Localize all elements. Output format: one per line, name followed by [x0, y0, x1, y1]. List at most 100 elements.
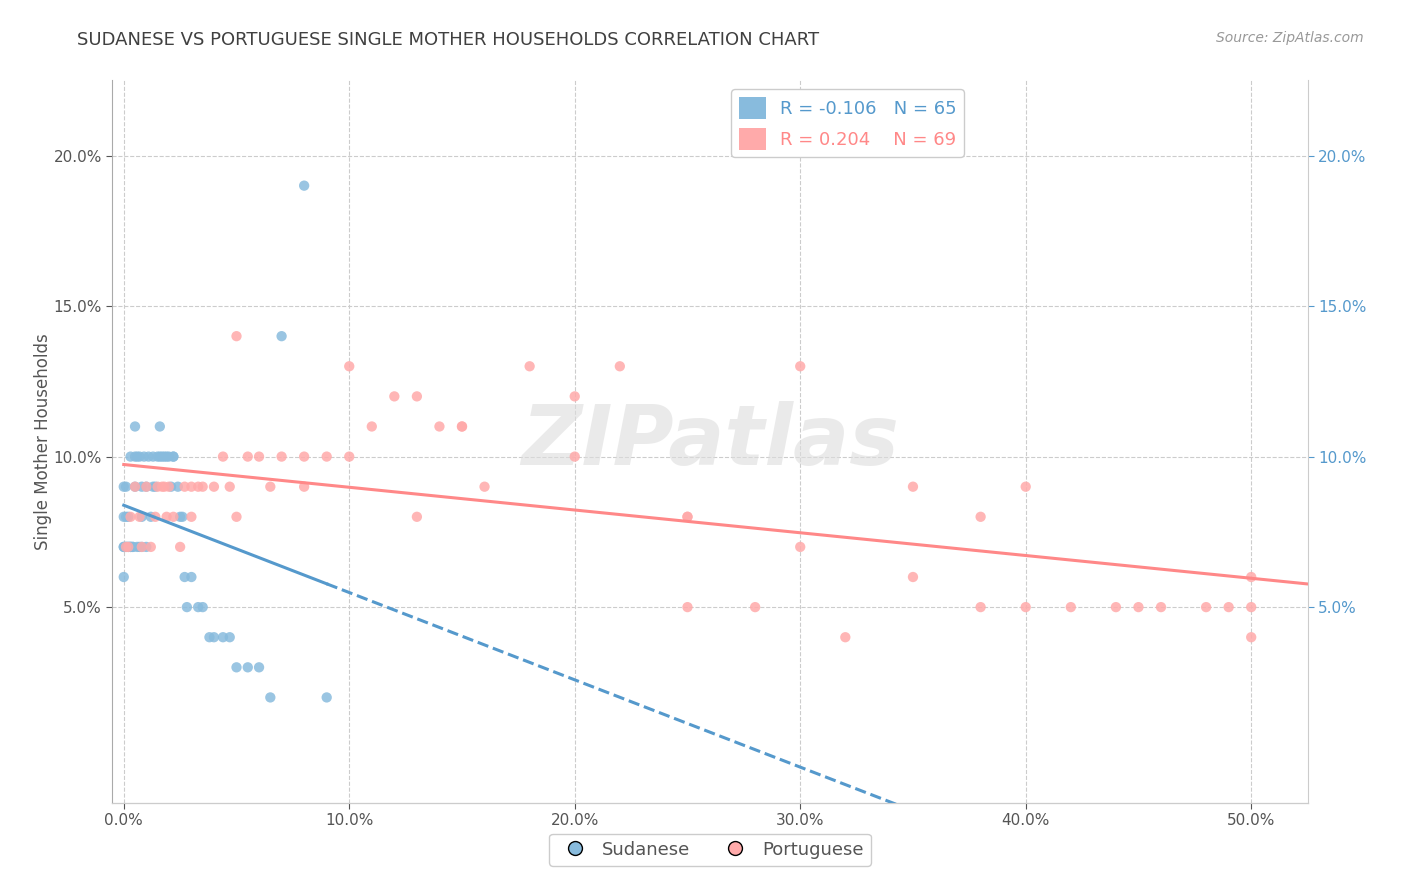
Point — [969, 509, 991, 524]
Point — [225, 329, 247, 343]
Point — [259, 690, 281, 705]
Point — [609, 359, 631, 374]
Point — [212, 450, 235, 464]
Point — [157, 450, 180, 464]
Point — [117, 540, 139, 554]
Point — [121, 540, 143, 554]
Point — [131, 480, 153, 494]
Point — [1015, 600, 1038, 615]
Legend: Sudanese, Portuguese: Sudanese, Portuguese — [550, 834, 870, 866]
Point — [187, 600, 209, 615]
Y-axis label: Single Mother Households: Single Mother Households — [34, 334, 52, 549]
Point — [131, 540, 153, 554]
Point — [112, 540, 135, 554]
Point — [451, 419, 474, 434]
Point — [315, 690, 337, 705]
Point — [127, 540, 149, 554]
Point — [1218, 600, 1240, 615]
Point — [132, 450, 155, 464]
Point — [112, 540, 135, 554]
Point — [138, 450, 160, 464]
Point — [191, 480, 214, 494]
Point — [149, 419, 172, 434]
Point — [128, 509, 150, 524]
Point — [901, 570, 924, 584]
Point — [112, 570, 135, 584]
Point — [451, 419, 474, 434]
Point — [292, 480, 315, 494]
Point — [292, 178, 315, 193]
Point — [128, 450, 150, 464]
Point — [202, 480, 225, 494]
Point — [157, 480, 180, 494]
Point — [124, 419, 146, 434]
Point — [1015, 480, 1038, 494]
Point — [173, 570, 195, 584]
Point — [120, 540, 142, 554]
Point — [142, 480, 165, 494]
Point — [744, 600, 766, 615]
Point — [1240, 630, 1263, 644]
Point — [162, 450, 184, 464]
Point — [212, 630, 235, 644]
Point — [124, 480, 146, 494]
Point — [142, 450, 165, 464]
Point — [218, 630, 240, 644]
Point — [382, 389, 405, 403]
Point — [131, 540, 153, 554]
Point — [124, 450, 146, 464]
Point — [127, 450, 149, 464]
Point — [901, 480, 924, 494]
Point — [149, 450, 172, 464]
Point — [131, 509, 153, 524]
Point — [270, 450, 292, 464]
Point — [117, 509, 139, 524]
Point — [789, 359, 811, 374]
Point — [218, 480, 240, 494]
Point — [259, 480, 281, 494]
Point — [519, 359, 541, 374]
Point — [789, 540, 811, 554]
Point — [315, 450, 337, 464]
Point — [115, 540, 138, 554]
Point — [153, 480, 176, 494]
Point — [1128, 600, 1150, 615]
Point — [406, 389, 429, 403]
Point — [128, 540, 150, 554]
Point — [162, 509, 184, 524]
Point — [292, 450, 315, 464]
Point — [121, 540, 143, 554]
Point — [180, 570, 202, 584]
Point — [176, 600, 198, 615]
Point — [180, 509, 202, 524]
Point — [337, 450, 360, 464]
Point — [117, 540, 139, 554]
Point — [150, 480, 173, 494]
Point — [969, 600, 991, 615]
Point — [139, 509, 162, 524]
Text: ZIPatlas: ZIPatlas — [522, 401, 898, 482]
Point — [162, 450, 184, 464]
Point — [143, 509, 166, 524]
Point — [676, 509, 699, 524]
Point — [429, 419, 451, 434]
Point — [143, 480, 166, 494]
Point — [112, 480, 135, 494]
Point — [167, 480, 190, 494]
Point — [153, 450, 176, 464]
Point — [337, 359, 360, 374]
Point — [270, 329, 292, 343]
Point — [169, 540, 191, 554]
Point — [191, 600, 214, 615]
Point — [247, 660, 270, 674]
Point — [172, 509, 194, 524]
Point — [1150, 600, 1173, 615]
Point — [1060, 600, 1083, 615]
Point — [115, 509, 138, 524]
Point — [155, 509, 177, 524]
Text: Source: ZipAtlas.com: Source: ZipAtlas.com — [1216, 31, 1364, 45]
Text: SUDANESE VS PORTUGUESE SINGLE MOTHER HOUSEHOLDS CORRELATION CHART: SUDANESE VS PORTUGUESE SINGLE MOTHER HOU… — [77, 31, 820, 49]
Point — [564, 450, 586, 464]
Point — [155, 450, 177, 464]
Point — [117, 540, 139, 554]
